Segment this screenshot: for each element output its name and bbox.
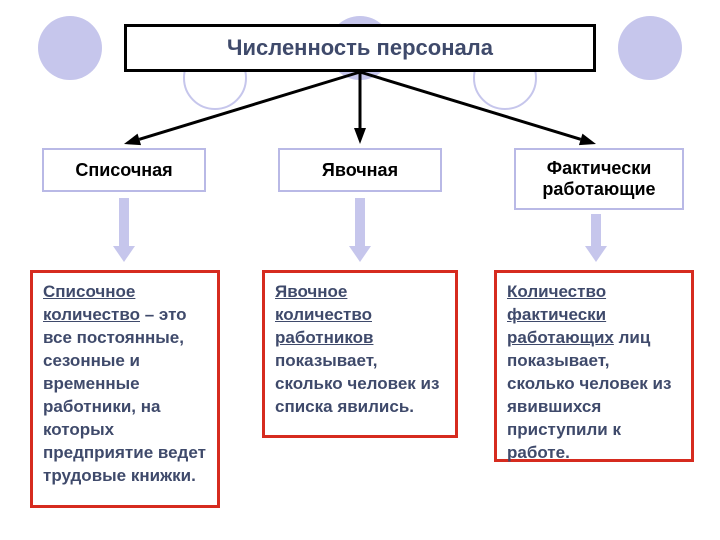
description-rest: показывает, сколько человек из списка яв… <box>275 351 439 416</box>
category-box-cat2: Явочная <box>278 148 442 192</box>
description-box-d1: Списочное количество – это все постоянны… <box>30 270 220 508</box>
description-underlined: Явочное количество работников <box>275 282 373 347</box>
description-underlined: Количество фактически работающих <box>507 282 614 347</box>
description-underlined: Списочное количество <box>43 282 140 324</box>
diagram-title: Численность персонала <box>227 35 493 61</box>
description-rest: – это все постоянные, сезонные и временн… <box>43 305 206 485</box>
description-box-d2: Явочное количество работников показывает… <box>262 270 458 438</box>
bg-circle <box>38 16 102 80</box>
description-rest: лиц показывает, сколько человек из явивш… <box>507 328 671 462</box>
bg-circle <box>618 16 682 80</box>
description-box-d3: Количество фактически работающих лиц пок… <box>494 270 694 462</box>
category-box-cat1: Списочная <box>42 148 206 192</box>
diagram-title-box: Численность персонала <box>124 24 596 72</box>
category-box-cat3: Фактически работающие <box>514 148 684 210</box>
